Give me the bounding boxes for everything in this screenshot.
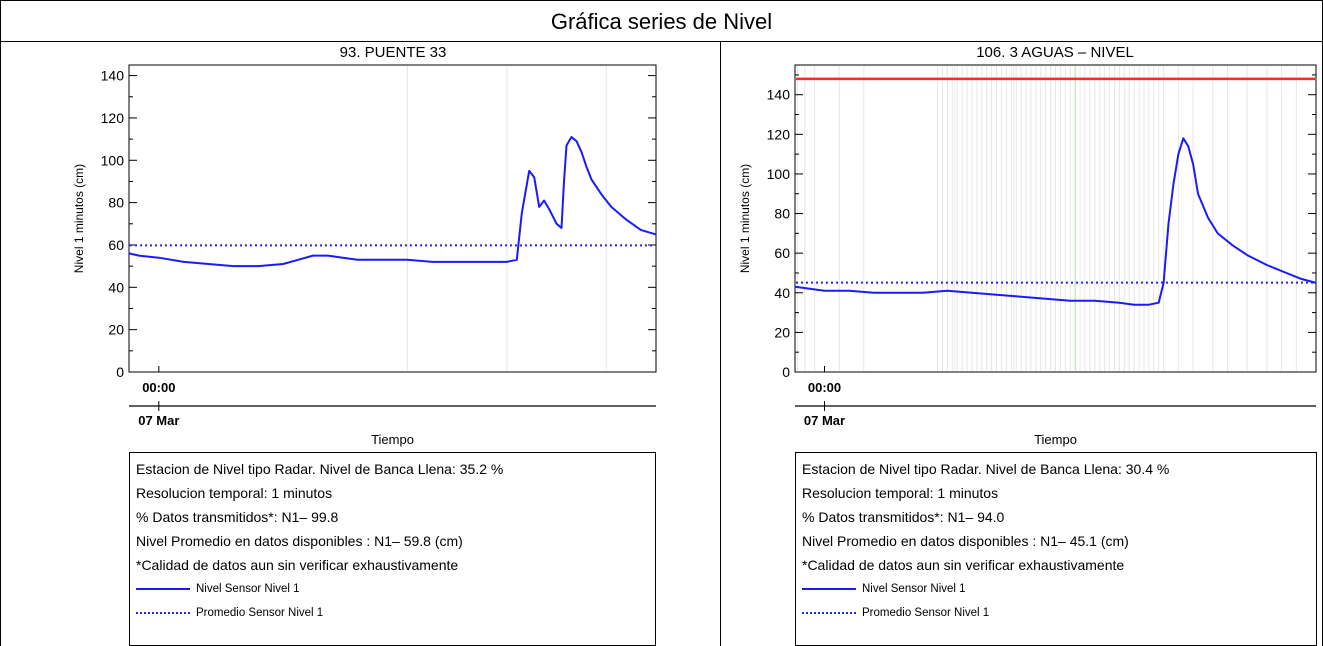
title-divider [0,41,1323,42]
legend-label-series: Nivel Sensor Nivel 1 [196,583,300,595]
date-tick-label: 07 Mar [804,413,845,428]
x-axis-label: Tiempo [371,432,414,447]
y-axis-label: Nivel 1 minutos (cm) [738,164,752,273]
y-tick-label: 0 [116,364,124,380]
panel-divider [720,41,721,646]
info-line-promedio: Nivel Promedio en datos disponibles : N1… [802,533,1129,549]
y-tick-label: 140 [767,87,791,103]
x-tick-label: 00:00 [808,380,841,395]
date-tick-label: 07 Mar [138,413,179,428]
y-tick-label: 40 [108,279,124,295]
info-box-3-aguas: Estacion de Nivel tipo Radar. Nivel de B… [795,452,1317,646]
info-line-banca: Estacion de Nivel tipo Radar. Nivel de B… [136,461,504,477]
legend-dotted-swatch [136,612,190,614]
y-tick-label: 100 [767,166,791,182]
legend-label-series: Nivel Sensor Nivel 1 [862,583,966,595]
series-line [794,137,1317,306]
y-tick-label: 40 [774,285,790,301]
info-line-calidad: *Calidad de datos aun sin verificar exha… [136,557,459,573]
info-line-promedio: Nivel Promedio en datos disponibles : N1… [136,533,463,549]
info-box-puente-33: Estacion de Nivel tipo Radar. Nivel de B… [129,452,656,646]
y-tick-label: 60 [108,237,124,253]
y-tick-label: 120 [101,110,125,126]
info-line-datos: % Datos transmitidos*: N1– 99.8 [136,509,339,525]
chart-title: 106. 3 AGUAS – NIVEL [976,44,1134,61]
chart-panel-puente-33: 93. PUENTE 33 0 20 40 60 80 100 120 140 Nivel 1 m… [1,42,720,646]
y-tick-label: 120 [767,126,791,142]
info-line-calidad: *Calidad de datos aun sin verificar exha… [802,557,1125,573]
legend-solid-swatch [802,588,856,590]
chart-title: 93. PUENTE 33 [340,44,447,61]
legend-dotted-swatch [802,612,856,614]
y-axis-label: Nivel 1 minutos (cm) [72,164,86,273]
plot-frame [794,64,1317,373]
y-tick-label: 60 [774,245,790,261]
plot-frame [128,64,657,373]
y-tick-label: 140 [101,68,125,84]
chart-panel-3-aguas: 106. 3 AGUAS – NIVEL 0 20 40 60 80 100 120 140 Ni… [721,42,1322,646]
legend-label-mean: Promedio Sensor Nivel 1 [196,607,324,619]
legend-label-mean: Promedio Sensor Nivel 1 [862,607,990,619]
y-tick-label: 80 [774,206,790,222]
chart-svg-3-aguas: 106. 3 AGUAS – NIVEL 0 20 40 60 80 100 120 140 Ni… [738,44,1317,447]
info-line-resolucion: Resolucion temporal: 1 minutos [802,485,999,501]
y-tick-label: 0 [782,364,790,380]
y-tick-label: 20 [108,322,124,338]
y-tick-label: 100 [101,152,125,168]
series-line [128,136,657,268]
info-line-banca: Estacion de Nivel tipo Radar. Nivel de B… [802,461,1170,477]
chart-svg-puente-33: 93. PUENTE 33 0 20 40 60 80 100 120 140 Nivel 1 m… [72,44,657,447]
info-line-datos: % Datos transmitidos*: N1– 94.0 [802,509,1005,525]
info-line-resolucion: Resolucion temporal: 1 minutos [136,485,333,501]
x-tick-label: 00:00 [142,380,175,395]
x-axis-label: Tiempo [1034,432,1077,447]
legend-solid-swatch [136,588,190,590]
page-title: Gráfica series de Nivel [0,0,1323,42]
left-border [0,41,1,646]
y-tick-label: 20 [774,324,790,340]
y-tick-label: 80 [108,195,124,211]
